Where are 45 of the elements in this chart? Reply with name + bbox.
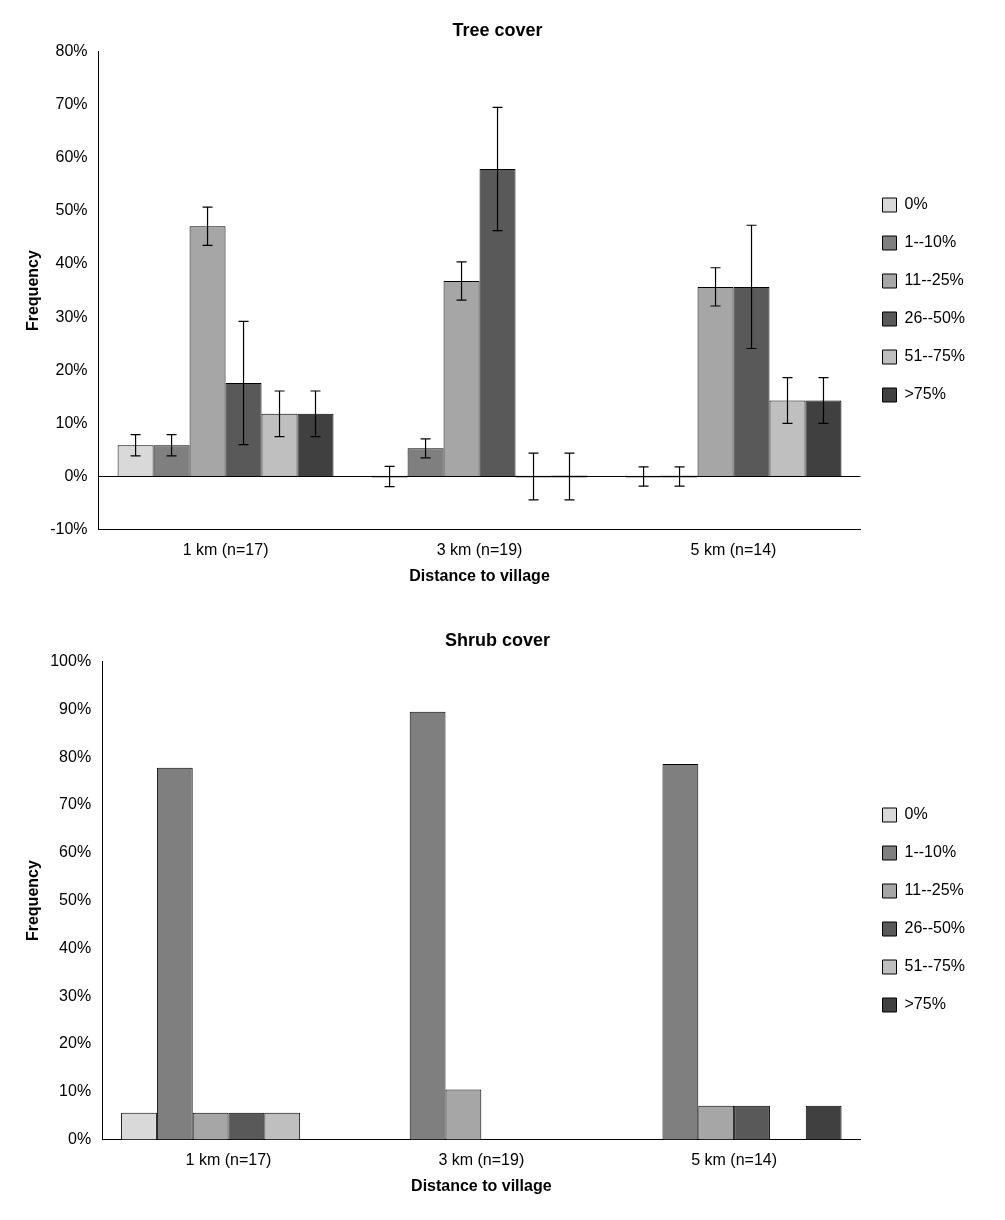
y-tick-label: 50%	[55, 201, 88, 219]
x-tick-label: 1 km (n=17)	[182, 540, 269, 558]
legend-label: 1--10%	[904, 843, 957, 861]
legend-label: >75%	[904, 995, 946, 1013]
y-tick-label: 80%	[55, 42, 88, 60]
y-tick-label: 70%	[59, 795, 92, 813]
chart-title: Tree cover	[452, 19, 543, 40]
y-axis-title: Frequency	[24, 860, 42, 942]
x-axis-title: Distance to village	[409, 566, 550, 584]
y-tick-label: 70%	[55, 95, 88, 113]
legend-label: 51--75%	[904, 347, 966, 365]
y-tick-label: 80%	[59, 747, 92, 765]
legend-label: 11--25%	[904, 271, 964, 289]
y-tick-label: 90%	[59, 699, 92, 717]
y-tick-label: 30%	[59, 986, 92, 1004]
x-tick-label: 3 km (n=19)	[438, 1150, 525, 1168]
y-tick-label: 60%	[59, 843, 92, 861]
legend-label: >75%	[904, 385, 946, 403]
y-tick-label: 40%	[55, 254, 88, 272]
y-tick-label: 10%	[55, 413, 88, 431]
y-tick-label: 30%	[55, 307, 88, 325]
legend-label: 26--50%	[904, 919, 966, 937]
legend-label: 26--50%	[904, 309, 966, 327]
x-tick-label: 1 km (n=17)	[185, 1150, 272, 1168]
y-tick-label: -10%	[50, 520, 88, 538]
x-tick-label: 5 km (n=14)	[691, 1150, 778, 1168]
legend-label: 0%	[904, 805, 928, 823]
legend-label: 0%	[904, 195, 928, 213]
x-axis-title: Distance to village	[411, 1176, 552, 1194]
y-tick-label: 20%	[59, 1034, 92, 1052]
legend-label: 1--10%	[904, 233, 957, 251]
y-axis-title: Frequency	[24, 250, 42, 332]
y-tick-label: 50%	[59, 891, 92, 909]
legend-label: 11--25%	[904, 881, 964, 899]
x-tick-label: 5 km (n=14)	[690, 540, 777, 558]
y-tick-label: 40%	[59, 938, 92, 956]
y-tick-label: 20%	[55, 360, 88, 378]
x-tick-label: 3 km (n=19)	[436, 540, 523, 558]
y-tick-label: 0%	[68, 1130, 92, 1148]
y-tick-label: 100%	[50, 652, 92, 670]
y-tick-label: 60%	[55, 148, 88, 166]
y-tick-label: 10%	[59, 1082, 92, 1100]
chart-title: Shrub cover	[444, 629, 551, 650]
legend-label: 51--75%	[904, 957, 966, 975]
y-tick-label: 0%	[64, 466, 88, 484]
